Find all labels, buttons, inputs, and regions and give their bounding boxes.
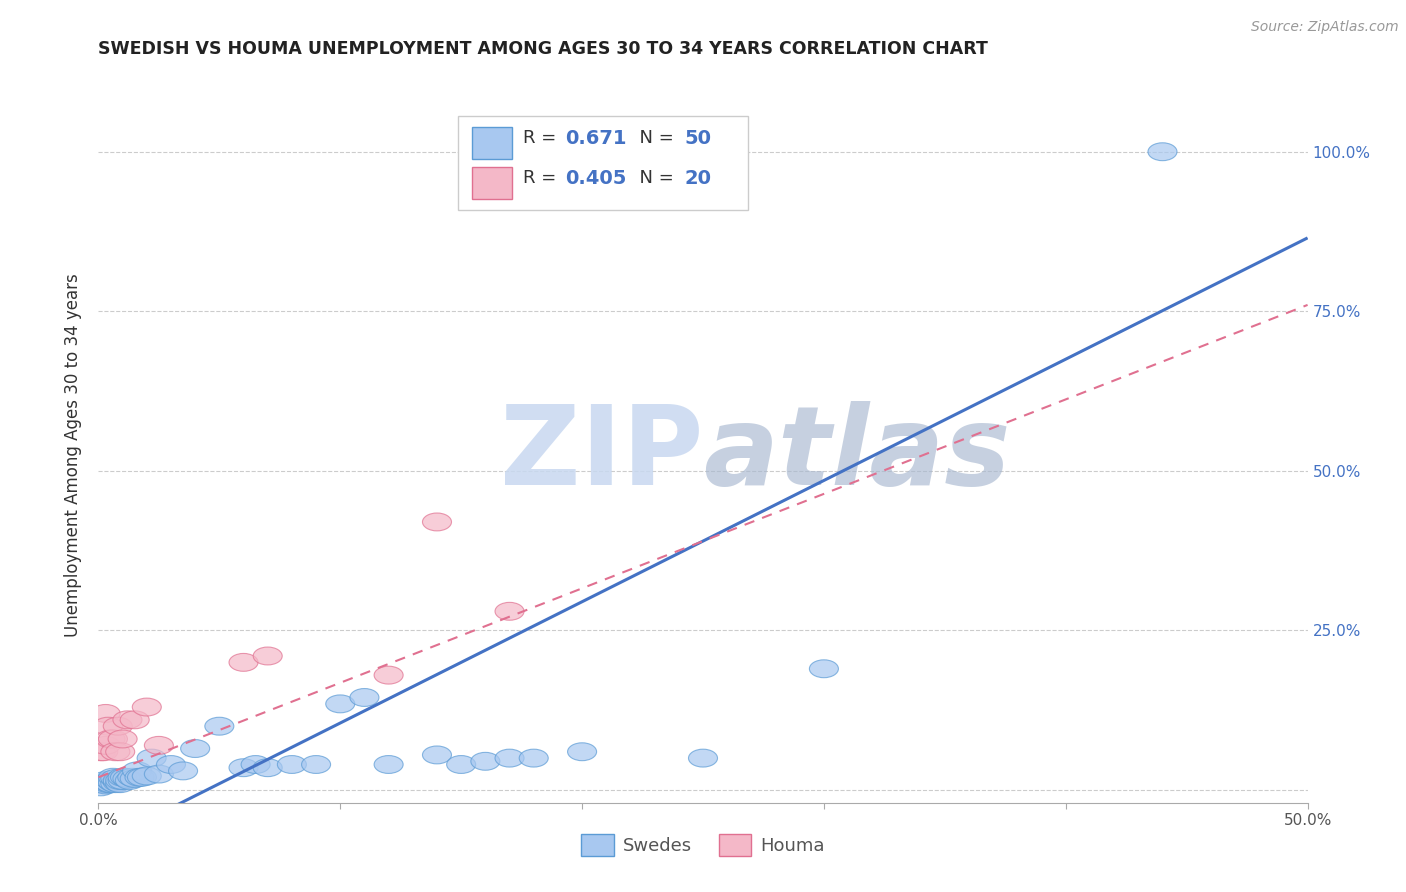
- Ellipse shape: [86, 743, 115, 761]
- Ellipse shape: [115, 772, 145, 789]
- Ellipse shape: [101, 775, 129, 793]
- Ellipse shape: [112, 770, 142, 788]
- Ellipse shape: [112, 711, 142, 729]
- Ellipse shape: [471, 752, 501, 771]
- Ellipse shape: [122, 762, 152, 780]
- Ellipse shape: [519, 749, 548, 767]
- Ellipse shape: [350, 689, 380, 706]
- Ellipse shape: [495, 749, 524, 767]
- Text: Source: ZipAtlas.com: Source: ZipAtlas.com: [1251, 20, 1399, 34]
- Ellipse shape: [108, 772, 138, 789]
- Ellipse shape: [86, 778, 115, 796]
- Ellipse shape: [810, 660, 838, 678]
- Ellipse shape: [132, 767, 162, 785]
- Ellipse shape: [101, 743, 129, 761]
- Ellipse shape: [89, 775, 118, 793]
- Ellipse shape: [118, 768, 146, 786]
- Legend: Swedes, Houma: Swedes, Houma: [574, 827, 832, 863]
- Ellipse shape: [98, 768, 128, 786]
- Ellipse shape: [89, 743, 118, 761]
- Ellipse shape: [326, 695, 354, 713]
- Text: N =: N =: [628, 129, 681, 147]
- Ellipse shape: [105, 772, 135, 789]
- Ellipse shape: [128, 768, 156, 786]
- Ellipse shape: [422, 746, 451, 764]
- Ellipse shape: [103, 773, 132, 791]
- Text: R =: R =: [523, 169, 562, 187]
- Ellipse shape: [240, 756, 270, 773]
- Ellipse shape: [145, 737, 173, 755]
- Ellipse shape: [253, 759, 283, 777]
- Ellipse shape: [105, 743, 135, 761]
- Ellipse shape: [145, 765, 173, 783]
- Ellipse shape: [111, 768, 139, 786]
- Ellipse shape: [120, 770, 149, 788]
- Ellipse shape: [568, 743, 596, 761]
- Text: 50: 50: [685, 128, 711, 148]
- Text: R =: R =: [523, 129, 562, 147]
- Ellipse shape: [94, 773, 122, 791]
- Ellipse shape: [125, 768, 155, 786]
- Ellipse shape: [101, 770, 129, 788]
- Ellipse shape: [1147, 143, 1177, 161]
- Ellipse shape: [253, 647, 283, 665]
- Ellipse shape: [108, 730, 138, 747]
- Text: N =: N =: [628, 169, 681, 187]
- Text: 0.405: 0.405: [565, 169, 627, 187]
- Ellipse shape: [91, 705, 120, 723]
- Ellipse shape: [94, 717, 122, 735]
- Ellipse shape: [91, 776, 120, 794]
- Ellipse shape: [91, 772, 120, 789]
- Ellipse shape: [180, 739, 209, 757]
- Ellipse shape: [94, 775, 122, 793]
- Ellipse shape: [132, 698, 162, 716]
- Ellipse shape: [374, 666, 404, 684]
- Ellipse shape: [169, 762, 198, 780]
- Ellipse shape: [229, 759, 259, 777]
- Ellipse shape: [689, 749, 717, 767]
- Ellipse shape: [205, 717, 233, 735]
- Ellipse shape: [91, 737, 120, 755]
- Ellipse shape: [105, 775, 135, 793]
- Ellipse shape: [96, 772, 125, 789]
- Ellipse shape: [103, 717, 132, 735]
- Ellipse shape: [422, 513, 451, 531]
- Text: 20: 20: [685, 169, 711, 187]
- Ellipse shape: [374, 756, 404, 773]
- Text: ZIP: ZIP: [499, 401, 703, 508]
- Ellipse shape: [138, 749, 166, 767]
- Ellipse shape: [229, 654, 259, 672]
- Ellipse shape: [301, 756, 330, 773]
- Ellipse shape: [98, 730, 128, 747]
- Text: 0.671: 0.671: [565, 128, 627, 148]
- Text: atlas: atlas: [703, 401, 1011, 508]
- Text: SWEDISH VS HOUMA UNEMPLOYMENT AMONG AGES 30 TO 34 YEARS CORRELATION CHART: SWEDISH VS HOUMA UNEMPLOYMENT AMONG AGES…: [98, 40, 988, 58]
- Ellipse shape: [103, 772, 132, 789]
- Ellipse shape: [495, 602, 524, 620]
- Y-axis label: Unemployment Among Ages 30 to 34 years: Unemployment Among Ages 30 to 34 years: [63, 273, 82, 637]
- Ellipse shape: [96, 730, 125, 747]
- Ellipse shape: [120, 711, 149, 729]
- Ellipse shape: [447, 756, 475, 773]
- Ellipse shape: [98, 773, 128, 791]
- Ellipse shape: [96, 775, 125, 793]
- Ellipse shape: [277, 756, 307, 773]
- Ellipse shape: [108, 768, 138, 786]
- Ellipse shape: [156, 756, 186, 773]
